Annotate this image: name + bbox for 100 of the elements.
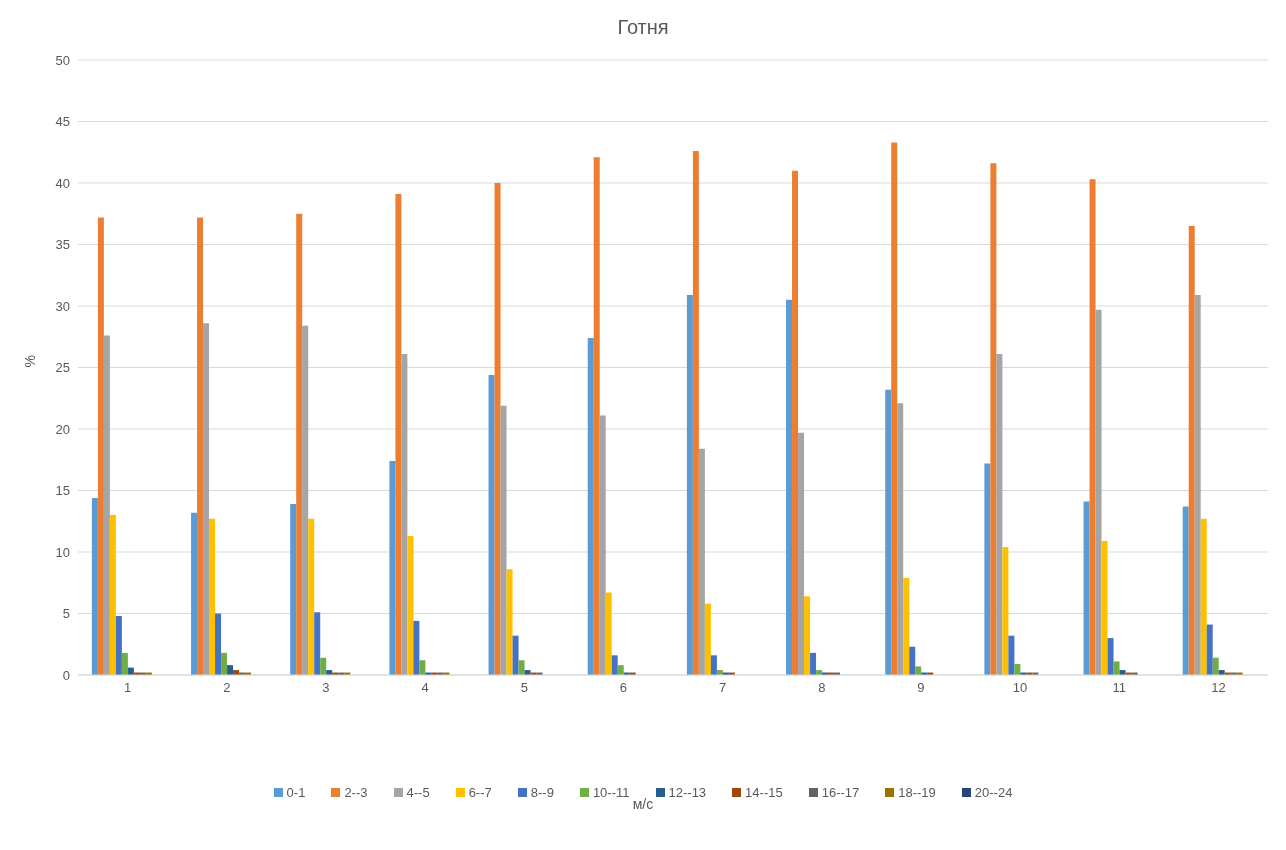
- bar: [698, 448, 705, 675]
- bar: [109, 515, 116, 675]
- bar: [115, 615, 122, 675]
- bar: [593, 157, 600, 675]
- text: м/с: [632, 796, 654, 812]
- y-tick-label: 50: [55, 52, 70, 68]
- x-tick-label: 7: [718, 680, 727, 696]
- y-tick-label: 15: [55, 483, 70, 499]
- bar: [1008, 635, 1015, 675]
- y-tick-label: 40: [55, 175, 70, 191]
- bar: [915, 666, 922, 675]
- bar: [518, 660, 525, 675]
- bar: [215, 613, 222, 675]
- x-tick-label: 9: [917, 680, 925, 696]
- bar: [786, 299, 793, 675]
- y-tick-label: 25: [55, 360, 70, 376]
- x-tick-label: 2: [223, 680, 231, 696]
- bar: [1083, 501, 1090, 675]
- bar: [704, 603, 711, 675]
- bar: [909, 646, 916, 675]
- bar: [1188, 226, 1195, 675]
- bar: [1014, 663, 1021, 675]
- x-tick-label: 10: [1012, 680, 1028, 696]
- bar: [990, 163, 997, 675]
- legend-label: 12--13: [667, 785, 707, 800]
- bar: [804, 596, 811, 675]
- legend-label: 10--11: [591, 785, 630, 800]
- legend-label: 8--9: [529, 785, 554, 800]
- bar: [984, 463, 991, 675]
- bar: [401, 353, 408, 675]
- bar: [395, 194, 402, 675]
- bar: [494, 183, 501, 675]
- x-tick-label: 4: [421, 680, 429, 696]
- bar: [1101, 540, 1108, 675]
- legend-label: 18--19: [897, 785, 936, 800]
- bar: [227, 665, 234, 675]
- bar: [996, 353, 1003, 675]
- bar: [1206, 624, 1213, 675]
- bar: [692, 151, 699, 675]
- bar: [903, 577, 910, 675]
- bar: [209, 518, 216, 675]
- x-tick-label: 12: [1211, 680, 1226, 696]
- legend-label: 16--17: [820, 785, 860, 800]
- bar: [407, 536, 414, 675]
- y-tick-label: 20: [55, 421, 70, 437]
- bar: [302, 325, 309, 675]
- bar: [1194, 294, 1201, 675]
- bar: [897, 403, 904, 675]
- bar: [798, 432, 805, 675]
- y-tick-label: 10: [55, 544, 70, 560]
- legend-label: 20--24: [973, 785, 1013, 800]
- bar: [1095, 309, 1102, 675]
- bar: [885, 389, 892, 675]
- legend-label: 0-1: [285, 785, 306, 800]
- legend-label: 4--5: [405, 785, 430, 800]
- bar: [97, 217, 104, 675]
- y-axis-title: %: [21, 355, 38, 368]
- bar: [891, 142, 898, 675]
- y-tick-label: 0: [62, 667, 70, 683]
- bar: [611, 655, 618, 675]
- x-tick-label: 5: [520, 680, 528, 696]
- bar: [506, 569, 513, 675]
- bar: [810, 652, 817, 675]
- y-tick-label: 5: [62, 606, 70, 622]
- bar: [389, 460, 396, 675]
- x-tick-label: 11: [1112, 680, 1126, 696]
- y-tick-label: 45: [55, 114, 70, 130]
- bar: [1089, 179, 1096, 675]
- bar: [1113, 661, 1120, 675]
- bar: [1182, 506, 1189, 675]
- bar: [1212, 657, 1219, 675]
- bar: [91, 497, 98, 675]
- bar: [221, 652, 228, 675]
- chart-title: Готня: [616, 15, 670, 40]
- bar: [587, 337, 594, 675]
- bar: [605, 592, 612, 675]
- legend-label: 2--3: [343, 785, 368, 800]
- bar: [320, 657, 327, 675]
- x-tick-label: 1: [123, 680, 132, 696]
- y-tick-label: 30: [55, 298, 70, 314]
- bar: [308, 518, 315, 675]
- bar: [290, 504, 297, 675]
- bar: [686, 294, 693, 675]
- bar: [710, 655, 717, 675]
- legend-label: 6--7: [467, 785, 492, 800]
- x-tick-label: 6: [619, 680, 628, 696]
- bar: [314, 612, 321, 675]
- bar: [103, 335, 110, 675]
- bar: [121, 652, 128, 675]
- bar: [599, 415, 606, 675]
- bar: [203, 323, 210, 675]
- bar: [191, 512, 198, 675]
- legend-label: 14--15: [744, 785, 783, 800]
- bar: [197, 217, 204, 675]
- bar: [792, 170, 799, 675]
- bar: [617, 665, 624, 675]
- bar: [488, 374, 495, 675]
- bar: [419, 660, 426, 675]
- bar: [1200, 518, 1207, 675]
- bar: [500, 405, 507, 675]
